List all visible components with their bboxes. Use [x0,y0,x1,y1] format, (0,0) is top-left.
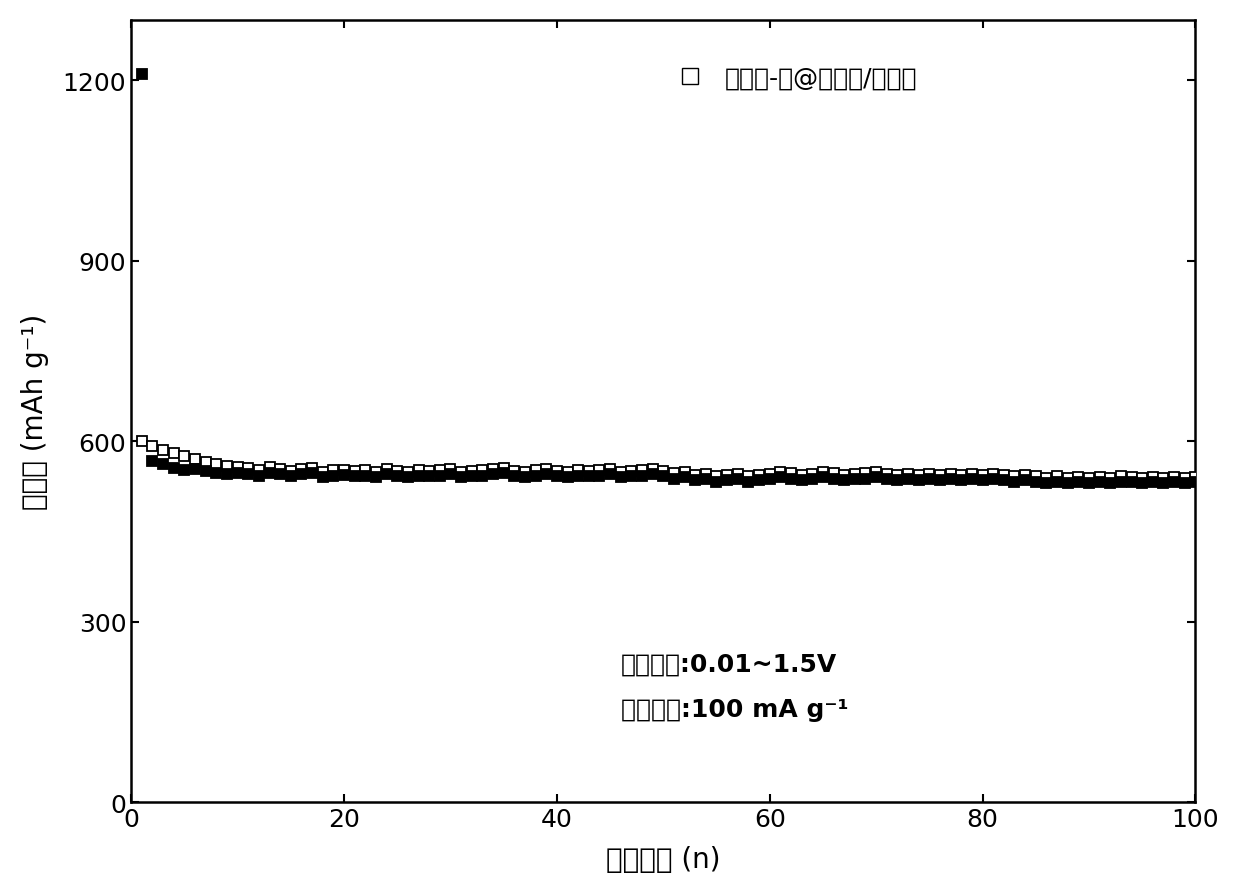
X-axis label: 循环次数 (n): 循环次数 (n) [606,845,720,873]
Y-axis label: 比容量 (mAh g⁻¹): 比容量 (mAh g⁻¹) [21,314,48,510]
Legend: 氧化硬-碳@硅酸锂/石墨烯: 氧化硬-碳@硅酸锂/石墨烯 [655,56,928,101]
Text: 电流密度:100 mA g⁻¹: 电流密度:100 mA g⁻¹ [621,697,848,721]
Text: 截止电压:0.01~1.5V: 截止电压:0.01~1.5V [621,653,837,676]
